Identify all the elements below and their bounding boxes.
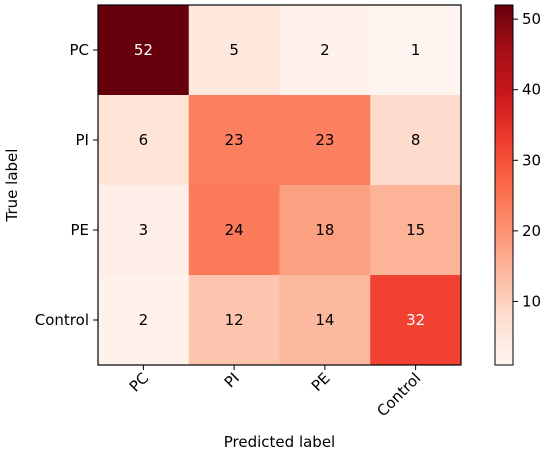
heatmap-cell — [98, 275, 190, 366]
heatmap-cells — [98, 5, 462, 366]
colorbar-tick-label: 40 — [522, 81, 541, 99]
x-tick-label: PI — [221, 369, 243, 391]
y-tick-labels: PC PI PE Control — [35, 41, 98, 329]
y-tick-label: Control — [35, 311, 89, 329]
cell-value-label: 15 — [406, 221, 425, 239]
y-tick-label: PE — [70, 221, 89, 239]
cell-value-label: 12 — [225, 311, 244, 329]
heatmap-cell — [188, 185, 280, 276]
heatmap-cell — [370, 95, 462, 186]
heatmap-cell — [98, 5, 190, 96]
heatmap-cell — [370, 275, 462, 366]
y-axis-label: True label — [3, 149, 21, 223]
heatmap-cell — [370, 5, 462, 96]
heatmap-cell — [279, 275, 371, 366]
cell-value-label: 32 — [406, 311, 425, 329]
y-tick-label: PC — [69, 41, 89, 59]
cell-value-label: 14 — [315, 311, 334, 329]
heatmap-cell — [188, 275, 280, 366]
heatmap-cell — [98, 95, 190, 186]
heatmap-cell — [98, 185, 190, 276]
cell-value-label: 3 — [139, 221, 149, 239]
cell-value-label: 8 — [411, 131, 421, 149]
cell-value-label: 6 — [139, 131, 149, 149]
x-tick-labels: PC PI PE Control — [126, 365, 424, 420]
x-axis-label: Predicted label — [224, 433, 335, 451]
cell-value-label: 24 — [225, 221, 244, 239]
colorbar-tick-label: 10 — [522, 292, 541, 310]
heatmap-cell — [188, 95, 280, 186]
plot-frame — [97, 4, 462, 366]
cell-value-label: 5 — [229, 41, 239, 59]
colorbar-tick-label: 50 — [522, 10, 541, 28]
colorbar-tick-label: 20 — [522, 222, 541, 240]
heatmap-cell-labels: 52 5 2 16 23 23 83 24 18 152 12 14 32 — [134, 41, 425, 329]
cell-value-label: 18 — [315, 221, 334, 239]
y-tick-label: PI — [76, 131, 89, 149]
cell-value-label: 23 — [225, 131, 244, 149]
colorbar-ticks: 10 20 30 40 50 — [513, 10, 541, 310]
cell-value-label: 23 — [315, 131, 334, 149]
x-tick-label: Control — [373, 369, 424, 420]
colorbar — [494, 4, 514, 366]
heatmap-cell — [279, 5, 371, 96]
colorbar-tick-label: 30 — [522, 151, 541, 169]
cell-value-label: 52 — [134, 41, 153, 59]
x-tick-label: PE — [308, 369, 334, 395]
heatmap-cell — [188, 5, 280, 96]
x-tick-label: PC — [126, 369, 153, 396]
cell-value-label: 1 — [411, 41, 421, 59]
heatmap-cell — [370, 185, 462, 276]
cell-value-label: 2 — [139, 311, 149, 329]
cell-value-label: 2 — [320, 41, 330, 59]
heatmap-cell — [279, 95, 371, 186]
heatmap-cell — [279, 185, 371, 276]
